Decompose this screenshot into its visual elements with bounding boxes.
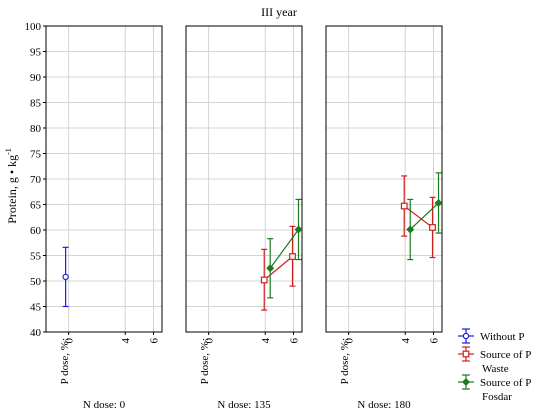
legend-label-line2: Waste: [482, 363, 509, 375]
panel-1: 40 45 50 55 60 65 70 75 80 85 90 95 100 0 4 6 P dose, %:…: [25, 21, 163, 411]
legend-marker: [462, 378, 470, 386]
legend-label: Without P: [480, 331, 524, 343]
y-tick-label: 65: [30, 200, 42, 212]
chart-title: III year: [261, 5, 297, 19]
series-without: [62, 246, 69, 308]
y-tick-label: 40: [30, 327, 42, 339]
x-tick-label: 4: [120, 338, 132, 344]
panel-label: N dose: 0: [83, 399, 126, 411]
y-axis-label-sup: -1: [4, 148, 13, 155]
y-axis-label: Protein, g • kg-1: [4, 148, 19, 224]
series-waste: [400, 175, 436, 259]
data-point: [434, 199, 443, 207]
y-tick-label: 100: [25, 21, 42, 33]
svg-text:Protein, g • kg-1: Protein, g • kg-1: [4, 148, 19, 224]
series-fosdar: [266, 198, 303, 299]
y-tick-label: 95: [30, 47, 42, 59]
x-tick-label: 6: [429, 338, 441, 344]
y-tick-label: 45: [30, 302, 42, 314]
panel-3: 0 4 6 P dose, %: N dose: 180: [325, 25, 443, 411]
data-point: [400, 202, 408, 210]
x-tick-label: 0: [204, 338, 216, 344]
panel-frame: [325, 25, 443, 333]
legend-item-without: Without P: [458, 328, 524, 344]
legend-label: Source of P: [480, 349, 531, 361]
data-point: [62, 273, 69, 281]
x-tick-label: 6: [149, 338, 161, 344]
legend-marker: [462, 332, 470, 340]
series-fosdar: [406, 172, 443, 261]
data-point: [260, 276, 268, 284]
series-line: [409, 202, 439, 230]
legend-label-line2: Fosdar: [482, 391, 512, 403]
series-line: [269, 229, 299, 269]
y-axis-label-text: Protein, g • kg: [5, 155, 19, 224]
y-tick-label: 75: [30, 149, 42, 161]
panel-frame: [185, 25, 303, 333]
data-point: [266, 264, 275, 273]
x-tick-label: 4: [400, 338, 412, 344]
y-tick-label: 70: [30, 174, 42, 186]
series-line: [403, 205, 433, 228]
data-point: [289, 253, 296, 260]
y-tick-label: 85: [30, 98, 42, 110]
data-point: [406, 225, 415, 234]
x-axis-label: P dose, %:: [199, 338, 211, 384]
data-point: [294, 225, 303, 234]
panel-frame: [45, 25, 163, 333]
y-tick-label: 90: [30, 72, 42, 84]
x-tick-label: 0: [344, 338, 356, 344]
legend-marker: [462, 350, 470, 358]
panel-2: 0 4 6 P dose, %: N dose: 135: [185, 25, 303, 411]
x-tick-label: 0: [64, 338, 76, 344]
series-waste: [260, 225, 296, 311]
x-axis-label: P dose, %:: [339, 338, 351, 384]
x-tick-label: 4: [260, 338, 272, 344]
y-tick-label: 80: [30, 123, 42, 135]
legend-label: Source of P: [480, 377, 531, 389]
legend: Without P Source of P Waste Source of P Fosd…: [458, 328, 531, 403]
x-axis-label: P dose, %:: [59, 338, 71, 384]
y-tick-label: 50: [30, 276, 42, 288]
panel-label: N dose: 180: [357, 399, 411, 411]
series-line: [263, 256, 293, 281]
legend-item-fosdar: Source of P Fosdar: [458, 374, 531, 403]
legend-item-waste: Source of P Waste: [458, 346, 531, 375]
y-tick-label: 60: [30, 225, 42, 237]
y-tick-label: 55: [30, 251, 42, 263]
panel-label: N dose: 135: [217, 399, 271, 411]
x-tick-label: 6: [289, 338, 301, 344]
data-point: [429, 224, 436, 231]
